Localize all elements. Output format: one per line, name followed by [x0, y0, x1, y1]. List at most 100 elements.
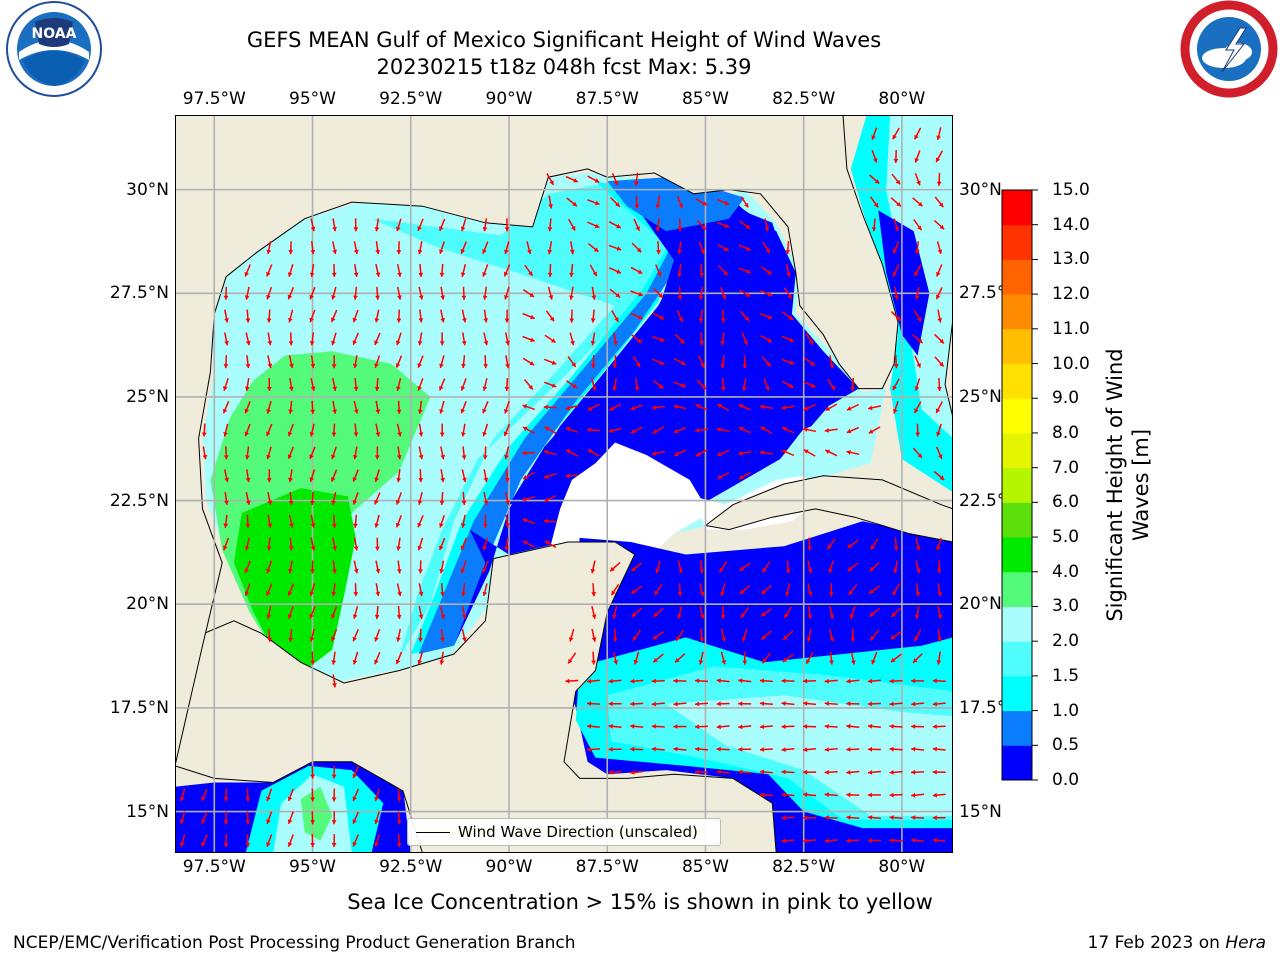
wave-arrow-head — [482, 227, 488, 232]
wave-arrow-head — [244, 546, 250, 551]
wave-arrow-head — [396, 569, 402, 574]
wave-arrow-head — [530, 337, 535, 342]
wave-arrow-head — [375, 591, 381, 597]
wave-arrow-head — [759, 450, 765, 455]
colorbar-segment — [1002, 606, 1032, 642]
wave-arrow-head — [287, 796, 293, 801]
wave-arrow-head — [889, 746, 894, 752]
wave-arrow-head — [824, 769, 829, 775]
wave-arrow-head — [659, 337, 665, 342]
wave-arrow-head — [526, 249, 532, 254]
wave-arrow-head — [460, 408, 466, 414]
wave-arrow-head — [522, 426, 528, 432]
lat-tick-label-right: 15°N — [959, 801, 1002, 822]
lat-tick-label-left: 20°N — [126, 594, 169, 615]
wave-arrow-head — [608, 723, 613, 729]
wave-arrow-head — [937, 249, 943, 254]
wave-arrow-head — [505, 500, 510, 505]
wave-arrow-head — [720, 591, 725, 596]
wave-arrow-head — [547, 249, 553, 255]
wave-arrow-head — [571, 225, 576, 231]
wave-arrow-head — [761, 635, 766, 640]
wave-arrow-head — [936, 135, 941, 140]
wave-arrow-head — [892, 385, 897, 391]
wave-arrow-head — [544, 497, 550, 502]
wave-arrow-head — [266, 591, 271, 596]
wave-arrow-head — [267, 637, 272, 642]
footer-date-text: 17 Feb 2023 on — [1087, 933, 1226, 953]
wave-arrow-head — [417, 226, 422, 231]
wave-arrow-head — [331, 317, 336, 323]
wave-arrow-head — [266, 387, 272, 391]
wave-arrow-head — [612, 363, 618, 369]
colorbar-segment — [1002, 571, 1032, 607]
wave-arrow-head — [803, 792, 808, 798]
wave-arrow-head — [675, 658, 680, 663]
colorbar-tick-label: 7.0 — [1052, 457, 1080, 478]
wave-arrow-head — [936, 181, 942, 186]
wave-arrow-head — [439, 363, 444, 368]
colorbar-tick-label: 2.0 — [1052, 631, 1080, 652]
wave-arrow-head — [846, 747, 851, 752]
wave-arrow-head — [913, 658, 918, 663]
wave-arrow-head — [700, 249, 705, 254]
wave-arrow-head — [890, 634, 896, 640]
wave-arrow-head — [936, 271, 941, 277]
wave-arrow-head — [938, 202, 944, 208]
wave-arrow-head — [460, 249, 465, 254]
wave-arrow-head — [374, 340, 379, 345]
wave-arrow-head — [266, 431, 271, 437]
wave-arrow-head — [310, 386, 316, 391]
wave-arrow-head — [352, 773, 357, 779]
wave-arrow-head — [331, 636, 336, 642]
wave-arrow-head — [810, 361, 815, 366]
wave-arrow-head — [893, 408, 898, 414]
wave-arrow-head — [871, 227, 877, 232]
wave-arrow-head — [846, 678, 851, 684]
wave-arrow-head — [911, 792, 916, 798]
wave-arrow-head — [738, 404, 744, 409]
wave-arrow-head — [744, 316, 750, 321]
wave-arrow-head — [396, 455, 402, 460]
wave-arrow-head — [829, 660, 834, 665]
wave-arrow-head — [460, 545, 466, 551]
wave-arrow-head — [439, 226, 444, 231]
wave-arrow-head — [331, 660, 337, 665]
wave-arrow-head — [332, 386, 337, 391]
wave-arrow-head — [418, 318, 424, 323]
wave-arrow-head — [310, 249, 316, 255]
wave-arrow-head — [569, 249, 575, 255]
wave-arrow-head — [266, 318, 272, 323]
wave-arrow-head — [223, 386, 228, 391]
wave-arrow-head — [824, 701, 829, 706]
wave-arrow-head — [461, 455, 467, 460]
wave-arrow-head — [803, 449, 809, 454]
wave-arrow-head — [353, 546, 359, 551]
wave-arrow-head — [634, 204, 640, 209]
wave-arrow-head — [673, 701, 678, 707]
wave-arrow-head — [915, 249, 920, 255]
wave-arrow-head — [244, 386, 250, 391]
wave-arrow-head — [867, 723, 873, 729]
wave-arrow-head — [850, 386, 855, 391]
wave-arrow-head — [551, 338, 556, 343]
noaa-logo: NOAA — [6, 1, 102, 97]
wave-arrow-head — [932, 724, 937, 729]
wave-arrow-head — [332, 569, 337, 574]
wave-arrow-head — [595, 200, 600, 206]
wave-arrow-head — [375, 568, 381, 574]
wave-arrow-head — [651, 724, 656, 729]
wave-arrow-head — [482, 568, 487, 573]
wave-arrow-head — [374, 796, 379, 802]
wave-arrow-head — [375, 249, 381, 255]
legend: Wind Wave Direction (unscaled) — [407, 818, 721, 846]
wave-arrow-head — [829, 614, 835, 619]
wave-arrow-head — [613, 660, 618, 665]
wave-arrow-head — [891, 612, 896, 617]
wave-arrow-head — [266, 478, 272, 483]
wave-arrow-head — [439, 660, 445, 665]
wave-arrow-head — [543, 518, 548, 524]
wave-arrow-head — [918, 201, 923, 207]
wave-arrow-head — [695, 678, 700, 684]
wave-arrow-head — [702, 201, 708, 206]
